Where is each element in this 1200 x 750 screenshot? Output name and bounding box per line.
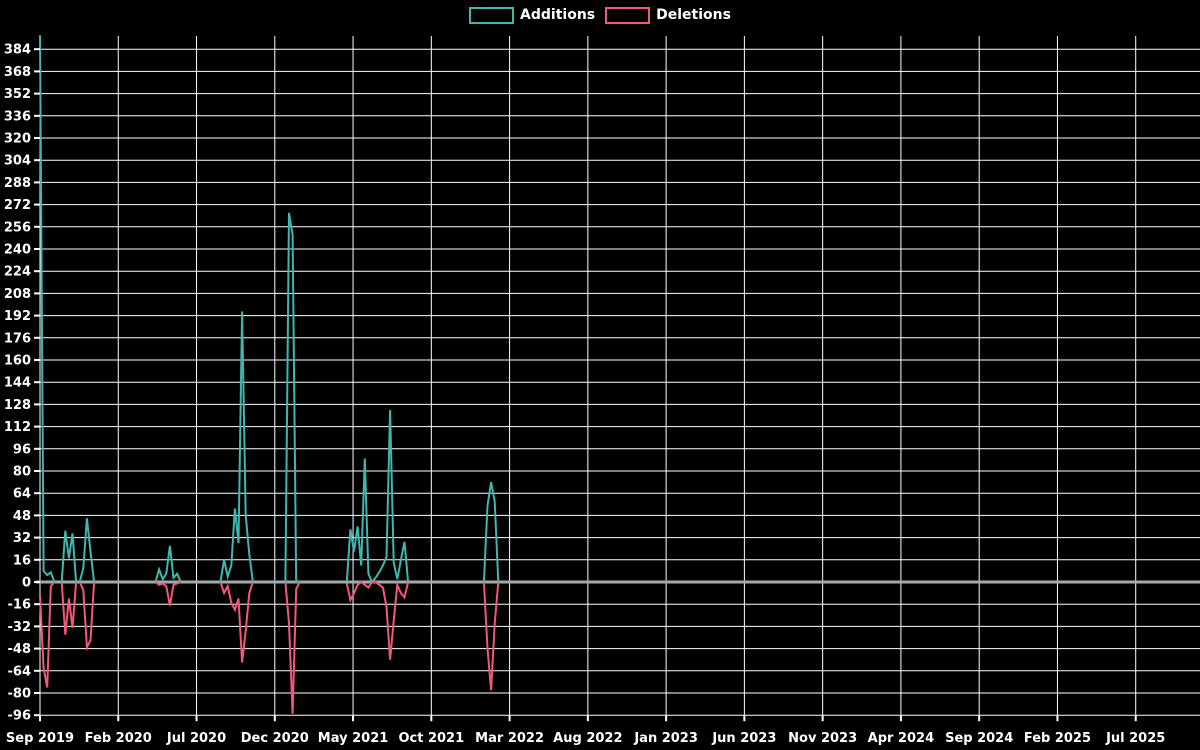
- additions-line: [60, 530, 78, 583]
- deletions-line: [345, 580, 410, 660]
- series-lines: [39, 35, 500, 714]
- axis-ticks: [34, 48, 1137, 722]
- chart-legend: Additions Deletions: [0, 7, 1200, 24]
- y-tick-label: -96: [8, 709, 32, 724]
- deletions-line: [219, 581, 254, 663]
- x-tick-label: Sep 2024: [945, 731, 1013, 746]
- deletions-line: [154, 581, 182, 606]
- x-tick-label: Dec 2020: [241, 731, 309, 746]
- additions-line: [219, 311, 254, 583]
- y-tick-label: 208: [4, 287, 31, 302]
- y-tick-label: 48: [13, 509, 31, 524]
- y-tick-label: 192: [4, 309, 31, 324]
- x-tick-label: Jun 2023: [711, 731, 776, 746]
- y-tick-label: 352: [4, 87, 31, 102]
- additions-line: [154, 545, 182, 583]
- y-tick-label: 272: [4, 198, 31, 213]
- x-tick-label: Sep 2019: [6, 731, 74, 746]
- x-tick-label: Apr 2024: [868, 731, 935, 746]
- y-tick-label: -32: [8, 620, 32, 635]
- y-tick-label: 176: [4, 331, 31, 346]
- deletions-swatch: [605, 7, 651, 24]
- deletions-line: [60, 581, 78, 635]
- y-tick-label: 256: [4, 220, 31, 235]
- y-tick-label: -48: [8, 642, 32, 657]
- y-tick-label: -64: [8, 664, 32, 679]
- x-tick-label: Aug 2022: [553, 731, 622, 746]
- y-tick-label: -16: [8, 598, 32, 613]
- y-tick-label: 384: [4, 43, 31, 58]
- y-tick-label: 64: [13, 487, 31, 502]
- x-tick-label: Feb 2020: [85, 731, 152, 746]
- x-tick-label: Jan 2023: [633, 731, 698, 746]
- y-tick-label: 112: [4, 420, 31, 435]
- y-tick-label: 128: [4, 398, 31, 413]
- y-tick-label: 144: [4, 376, 31, 391]
- x-tick-label: Mar 2022: [475, 731, 544, 746]
- x-tick-label: Feb 2025: [1024, 731, 1091, 746]
- additions-line: [39, 35, 56, 583]
- additions-line: [284, 212, 300, 583]
- legend-item-additions[interactable]: Additions: [469, 7, 595, 24]
- y-tick-label: 96: [13, 442, 31, 457]
- x-tick-label: May 2021: [318, 731, 389, 746]
- y-tick-label: 368: [4, 65, 31, 80]
- deletions-line: [78, 581, 96, 651]
- y-tick-label: 160: [4, 354, 31, 369]
- y-tick-label: -80: [8, 687, 32, 702]
- additions-line: [78, 518, 96, 583]
- additions-legend-label: Additions: [520, 7, 596, 23]
- additions-line: [482, 481, 500, 583]
- x-tick-label: Oct 2021: [398, 731, 464, 746]
- additions-swatch: [469, 7, 515, 24]
- legend-item-deletions[interactable]: Deletions: [605, 7, 731, 24]
- axis-labels: -96 -80 -64 -48 -32 -16 0 16 32 48 64 80 96 112 128 144…: [4, 43, 1165, 746]
- deletions-line: [39, 581, 56, 688]
- x-tick-label: Jul 2020: [166, 731, 226, 746]
- grid-lines: [39, 36, 1200, 716]
- deletions-legend-label: Deletions: [656, 7, 731, 23]
- additions-line: [345, 409, 410, 584]
- y-tick-label: 240: [4, 243, 31, 258]
- y-tick-label: 304: [4, 154, 31, 169]
- x-tick-label: Jul 2025: [1105, 731, 1165, 746]
- deletions-line: [284, 581, 301, 714]
- y-tick-label: 0: [22, 576, 31, 591]
- y-tick-label: 32: [13, 531, 31, 546]
- y-tick-label: 320: [4, 132, 31, 147]
- y-tick-label: 224: [4, 265, 31, 280]
- deletions-line: [482, 581, 500, 691]
- y-tick-label: 336: [4, 109, 31, 124]
- y-tick-label: 288: [4, 176, 31, 191]
- y-tick-label: 16: [13, 553, 31, 568]
- x-tick-label: Nov 2023: [788, 731, 857, 746]
- y-tick-label: 80: [13, 465, 31, 480]
